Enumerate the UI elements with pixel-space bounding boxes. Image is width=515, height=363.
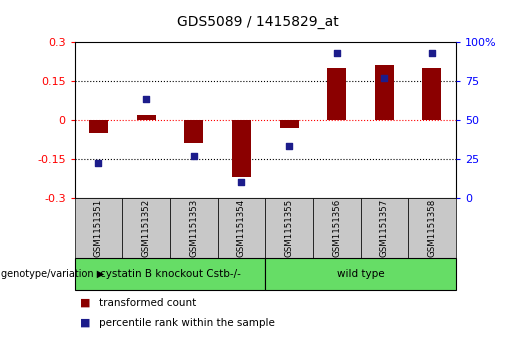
Text: percentile rank within the sample: percentile rank within the sample bbox=[99, 318, 276, 328]
Text: transformed count: transformed count bbox=[99, 298, 197, 308]
Text: GSM1151351: GSM1151351 bbox=[94, 199, 103, 257]
Text: GSM1151357: GSM1151357 bbox=[380, 199, 389, 257]
Text: ■: ■ bbox=[80, 318, 90, 328]
Point bbox=[94, 160, 102, 166]
Point bbox=[190, 153, 198, 159]
Text: genotype/variation ▶: genotype/variation ▶ bbox=[1, 269, 104, 279]
Text: cystatin B knockout Cstb-/-: cystatin B knockout Cstb-/- bbox=[99, 269, 241, 279]
Point bbox=[142, 97, 150, 102]
Point bbox=[285, 143, 293, 149]
Bar bbox=[184, 120, 203, 143]
Bar bbox=[375, 65, 394, 120]
Text: GSM1151355: GSM1151355 bbox=[285, 199, 294, 257]
Bar bbox=[89, 120, 108, 133]
Bar bbox=[422, 68, 441, 120]
Point bbox=[380, 75, 388, 81]
Bar bbox=[327, 68, 346, 120]
Text: GDS5089 / 1415829_at: GDS5089 / 1415829_at bbox=[177, 15, 338, 29]
Text: GSM1151358: GSM1151358 bbox=[427, 199, 436, 257]
Point bbox=[237, 179, 246, 185]
Point bbox=[333, 50, 341, 56]
Bar bbox=[280, 120, 299, 128]
Bar bbox=[232, 120, 251, 177]
Text: GSM1151352: GSM1151352 bbox=[142, 199, 150, 257]
Text: GSM1151354: GSM1151354 bbox=[237, 199, 246, 257]
Text: ■: ■ bbox=[80, 298, 90, 308]
Text: wild type: wild type bbox=[337, 269, 384, 279]
Text: GSM1151353: GSM1151353 bbox=[190, 199, 198, 257]
Text: GSM1151356: GSM1151356 bbox=[332, 199, 341, 257]
Bar bbox=[136, 115, 156, 120]
Point bbox=[428, 50, 436, 56]
